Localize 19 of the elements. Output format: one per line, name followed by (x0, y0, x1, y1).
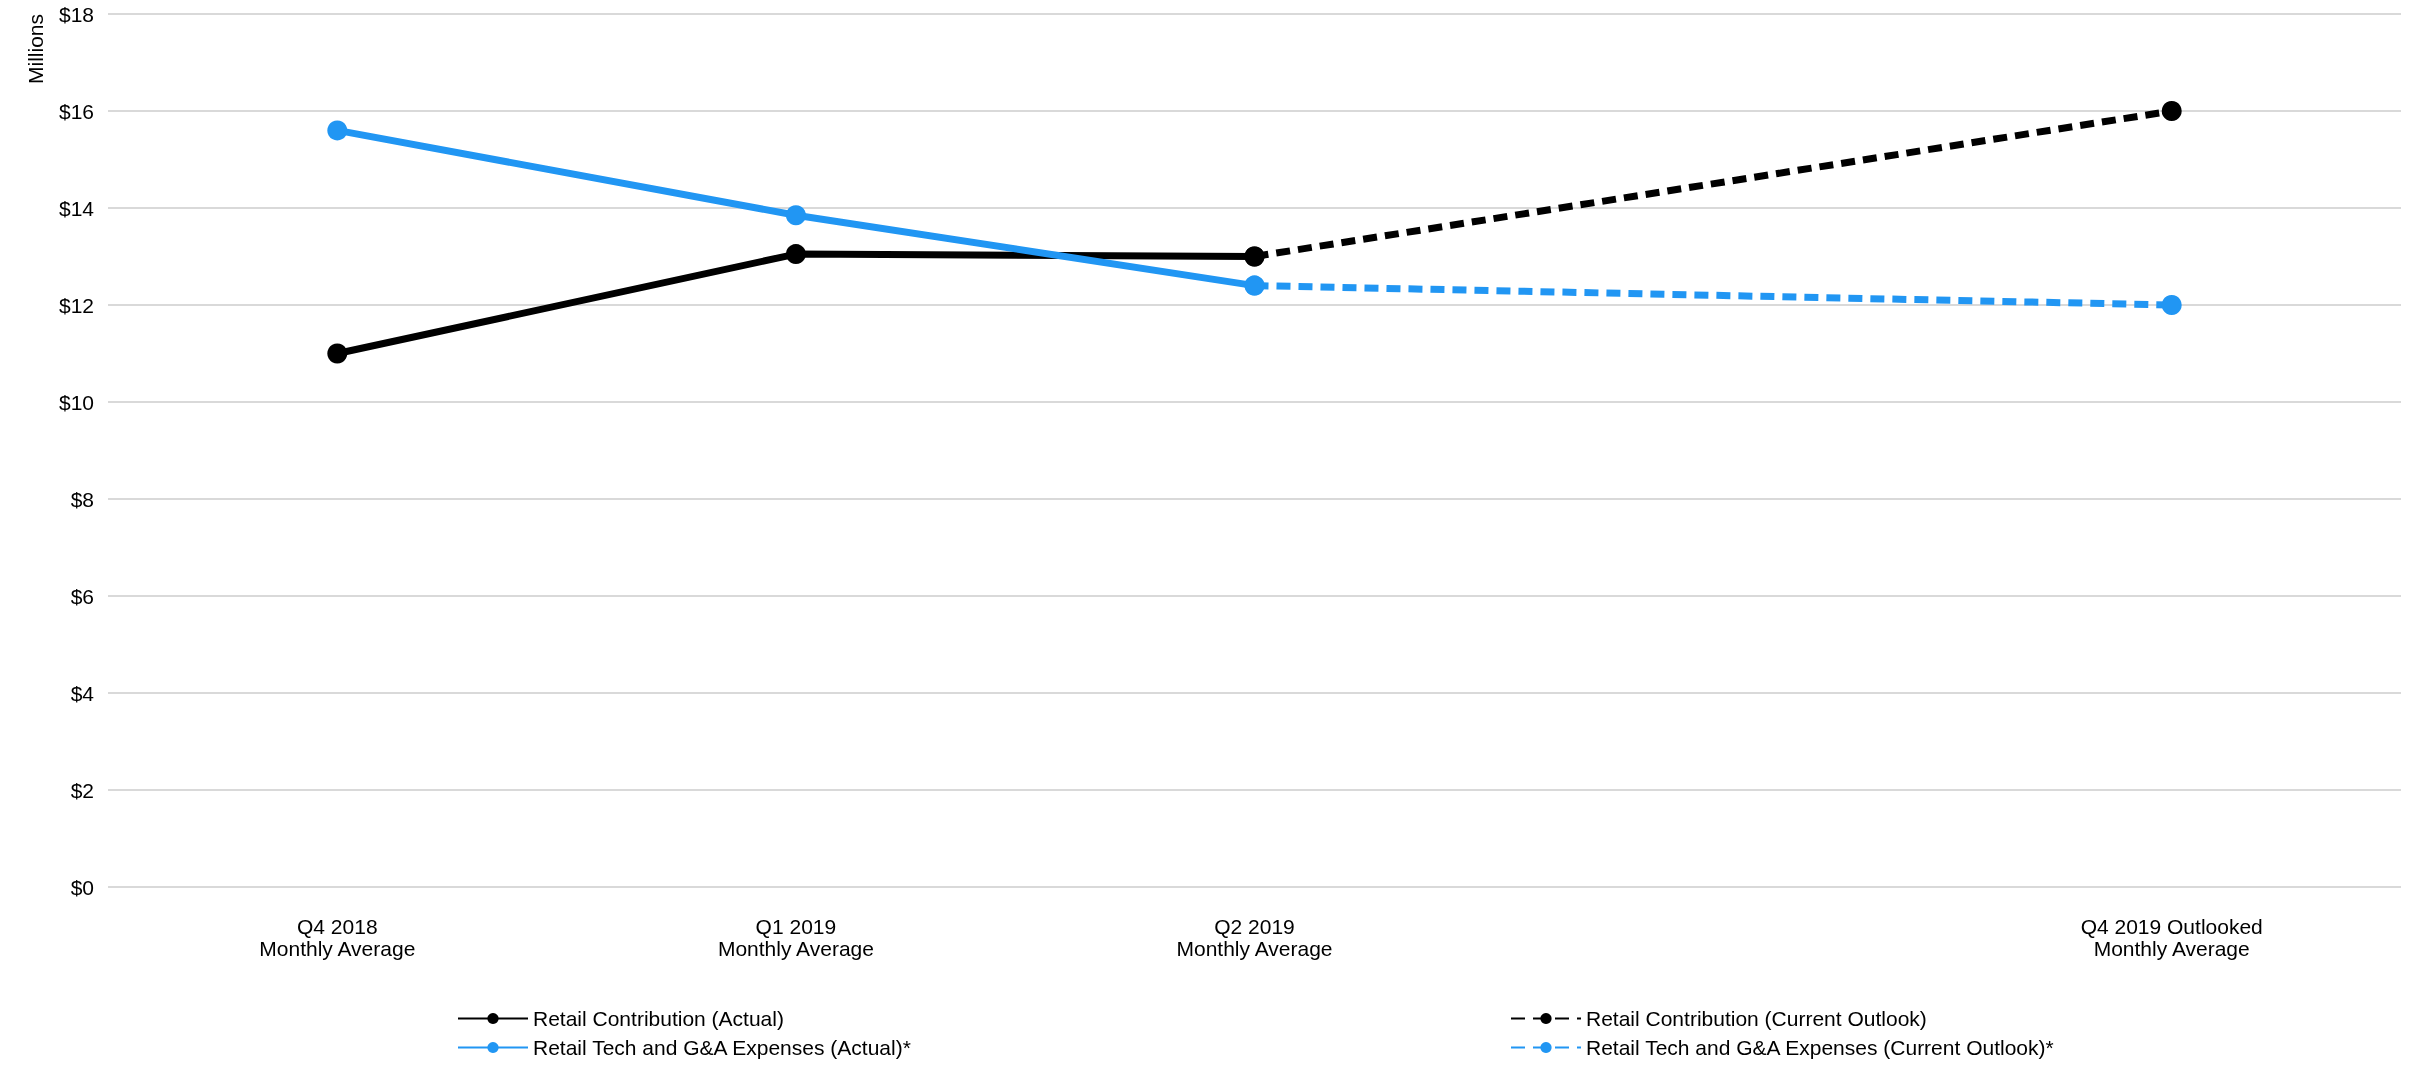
y-tick-label: $12 (58, 293, 94, 317)
y-tick-label: $18 (58, 2, 94, 26)
legend-label: Retail Contribution (Actual) (533, 1007, 784, 1030)
y-tick-label: $8 (70, 487, 94, 511)
y-tick-label: $10 (58, 390, 94, 414)
y-tick-label: $6 (70, 584, 94, 608)
y-tick-label: $0 (70, 875, 94, 899)
y-tick-label: $14 (58, 196, 95, 220)
y-axis-title: Millions (24, 14, 47, 85)
y-tick-label: $2 (70, 778, 94, 802)
x-tick-label: Q1 2019 Monthly Average (717, 914, 874, 960)
y-tick-label: $16 (58, 99, 94, 123)
x-tick-label: Q4 2018 Monthly Average (259, 914, 416, 960)
legend-label: Retail Contribution (Current Outlook) (1586, 1007, 1927, 1030)
x-tick-label: Q2 2019 Monthly Average (1176, 914, 1333, 960)
legend-label: Retail Tech and G&A Expenses (Current Outlook)* (1586, 1036, 2054, 1059)
legend-label: Retail Tech and G&A Expenses (Actual)* (533, 1036, 911, 1059)
y-tick-label: $4 (70, 681, 95, 705)
x-tick-label: Q4 2019 Outlooked Monthly Average (2080, 914, 2263, 960)
